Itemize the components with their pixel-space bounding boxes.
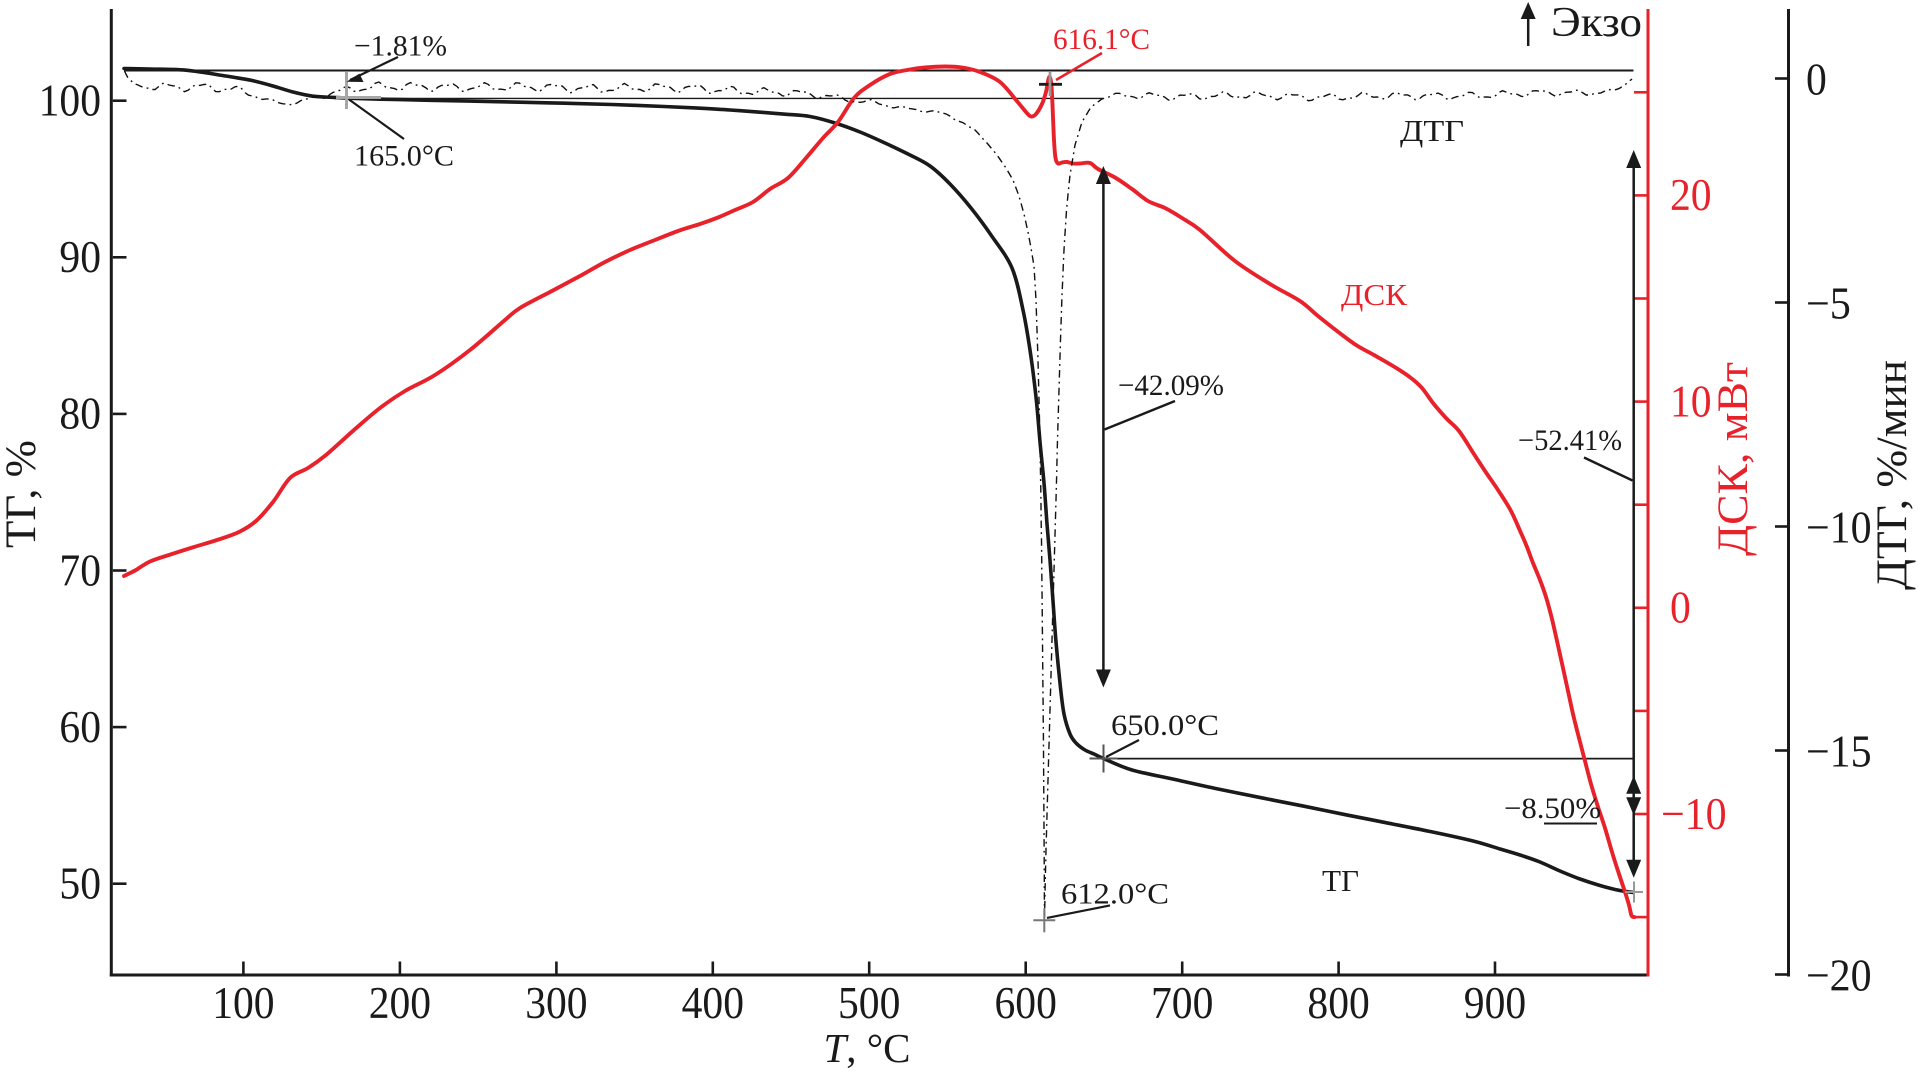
svg-text:650.0°C: 650.0°C — [1111, 709, 1219, 742]
svg-text:ДСК: ДСК — [1341, 277, 1407, 312]
svg-text:600: 600 — [995, 977, 1057, 1028]
svg-text:20: 20 — [1670, 169, 1712, 220]
svg-text:−15: −15 — [1806, 726, 1872, 777]
svg-text:616.1°C: 616.1°C — [1053, 23, 1150, 56]
svg-text:0: 0 — [1806, 54, 1827, 105]
svg-text:−10: −10 — [1806, 502, 1872, 553]
svg-text:300: 300 — [525, 977, 587, 1028]
svg-text:400: 400 — [682, 977, 744, 1028]
svg-text:100: 100 — [212, 977, 274, 1028]
svg-text:Экзо: Экзо — [1551, 0, 1642, 46]
svg-text:70: 70 — [59, 544, 101, 595]
svg-text:165.0°C: 165.0°C — [354, 140, 454, 173]
svg-text:−10: −10 — [1661, 788, 1727, 839]
svg-text:ДСК, мВт: ДСК, мВт — [1710, 362, 1757, 556]
svg-text:10: 10 — [1670, 375, 1712, 426]
svg-text:80: 80 — [59, 388, 101, 439]
svg-text:612.0°C: 612.0°C — [1061, 878, 1169, 911]
svg-text:ТГ, %: ТГ, % — [0, 440, 45, 548]
svg-text:50: 50 — [59, 858, 101, 909]
svg-text:500: 500 — [838, 977, 900, 1028]
svg-text:90: 90 — [59, 231, 101, 282]
svg-text:700: 700 — [1151, 977, 1213, 1028]
svg-text:ДТГ: ДТГ — [1400, 113, 1464, 148]
svg-text:ДТГ, %/мин: ДТГ, %/мин — [1869, 360, 1916, 590]
svg-text:100: 100 — [39, 75, 101, 126]
svg-text:60: 60 — [59, 701, 101, 752]
svg-text:−52.41%: −52.41% — [1518, 424, 1622, 457]
svg-text:900: 900 — [1464, 977, 1526, 1028]
svg-text:−5: −5 — [1806, 278, 1851, 329]
svg-text:800: 800 — [1307, 977, 1369, 1028]
svg-text:−1.81%: −1.81% — [354, 30, 447, 63]
svg-text:T, °C: T, °C — [823, 1025, 910, 1071]
svg-text:−8.50%: −8.50% — [1504, 792, 1601, 825]
svg-text:−20: −20 — [1806, 950, 1872, 1001]
svg-text:ТГ: ТГ — [1322, 863, 1359, 898]
svg-text:0: 0 — [1670, 582, 1691, 633]
svg-text:200: 200 — [369, 977, 431, 1028]
svg-text:−42.09%: −42.09% — [1118, 369, 1224, 402]
